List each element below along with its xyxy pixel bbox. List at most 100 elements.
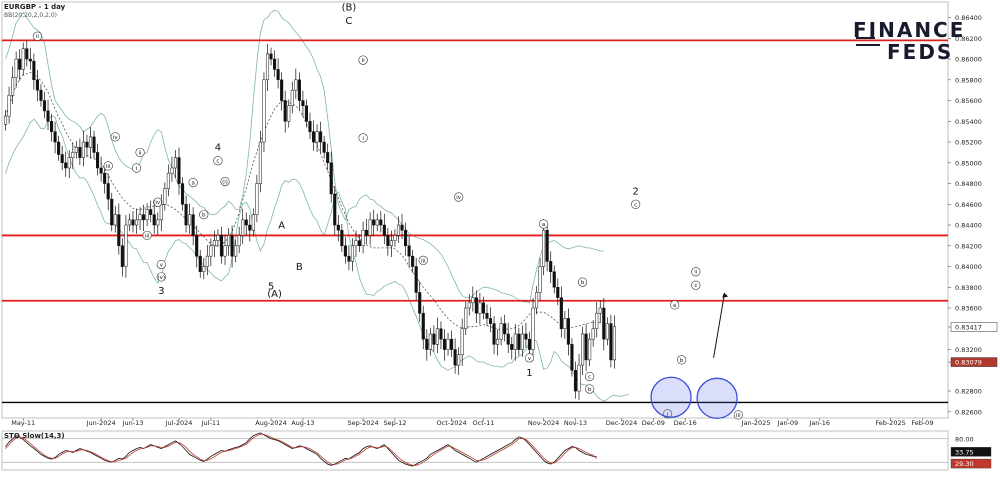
candle-body xyxy=(407,245,411,257)
candle-body xyxy=(234,245,238,257)
candle-body xyxy=(570,344,574,371)
candle-body xyxy=(219,235,224,257)
candle-body xyxy=(453,349,457,366)
wave-label: ii xyxy=(139,150,143,156)
wave-label: (i) xyxy=(222,179,228,185)
candle-body xyxy=(354,240,358,247)
candle-body xyxy=(25,48,29,60)
candle-body xyxy=(265,53,270,81)
candle-body xyxy=(191,214,195,236)
wave-label-circle xyxy=(669,300,680,310)
candle-body xyxy=(216,235,220,241)
candle-body xyxy=(304,105,308,122)
candle-body xyxy=(273,58,277,70)
candle-body xyxy=(612,326,616,361)
candle-body xyxy=(450,338,454,350)
wave-label-circle xyxy=(199,210,209,220)
wave-label-circle xyxy=(733,410,743,420)
candle-body xyxy=(106,183,110,200)
candle-body xyxy=(269,53,273,60)
wave-label: iii xyxy=(421,258,426,264)
y-tick-label: 0.85800 xyxy=(955,76,982,84)
candle-body xyxy=(127,219,131,226)
y-tick-label: 0.85400 xyxy=(955,118,982,126)
candle-body xyxy=(609,323,613,361)
candle-body xyxy=(3,115,8,125)
candle-body xyxy=(503,323,507,335)
y-tick-label: 0.86400 xyxy=(955,14,982,22)
candle-body xyxy=(311,131,316,143)
candle-body xyxy=(39,89,43,101)
candle-body xyxy=(255,183,259,215)
candle-body xyxy=(198,255,202,272)
candle-body xyxy=(581,333,585,366)
candle-body xyxy=(7,95,11,117)
y-tick-label: 0.83079 xyxy=(955,359,982,367)
candle-body xyxy=(602,307,606,340)
wave-label: A xyxy=(278,221,285,232)
wave-label-circle xyxy=(585,371,595,382)
candle-body xyxy=(262,79,266,143)
wave-label: b xyxy=(581,280,585,286)
bb-upper-line xyxy=(5,9,604,304)
candle-body xyxy=(103,172,107,184)
x-tick-label: Aug-2024 xyxy=(255,419,287,427)
candle-body xyxy=(336,224,340,231)
wave-label-circle xyxy=(691,267,701,277)
candle-body xyxy=(368,219,372,236)
y-tick-label: 0.84000 xyxy=(955,263,982,271)
candle-body xyxy=(227,235,231,247)
candle-body xyxy=(149,209,153,215)
candle-body xyxy=(365,229,369,236)
candle-body xyxy=(71,152,75,158)
candle-body xyxy=(96,152,100,169)
candle-body xyxy=(35,79,39,91)
candle-body xyxy=(559,297,563,330)
x-tick-label: Jan-16 xyxy=(808,419,830,427)
wave-label-circle xyxy=(577,277,588,287)
x-tick-label: Nov-2024 xyxy=(528,419,559,427)
y-tick-label: 0.83800 xyxy=(955,284,982,292)
candle-body xyxy=(113,214,117,226)
y-tick-label: 0.84800 xyxy=(955,180,982,188)
candle-body xyxy=(81,141,85,158)
candle-body xyxy=(205,255,209,267)
candle-body xyxy=(386,235,390,247)
wave-label: b xyxy=(680,358,684,364)
candle-body xyxy=(88,136,93,148)
candle-body xyxy=(50,121,54,132)
candle-body xyxy=(591,328,595,340)
candle-body xyxy=(230,235,234,257)
candle-body xyxy=(379,219,383,226)
chart-title: EURGBP - 1 day xyxy=(4,3,66,11)
wave-label: c xyxy=(694,283,697,289)
candle-body xyxy=(542,229,546,267)
candle-body xyxy=(283,100,287,122)
candle-body xyxy=(471,297,475,304)
candle-body xyxy=(184,204,188,226)
wave-label: a xyxy=(673,303,676,309)
candle-body xyxy=(350,245,355,262)
candle-body xyxy=(404,229,408,247)
candle-body xyxy=(340,229,344,247)
wave-label: i xyxy=(136,166,138,172)
candle-body xyxy=(287,105,291,122)
candle-body xyxy=(605,323,609,340)
candle-body xyxy=(425,338,429,350)
wave-label-circle xyxy=(220,176,230,187)
wave-label-circle xyxy=(539,219,549,229)
candle-body xyxy=(46,110,50,122)
candle-body xyxy=(396,224,401,236)
candle-body xyxy=(499,323,503,340)
candle-body xyxy=(223,245,227,257)
candle-body xyxy=(488,318,493,324)
wave-label-circle xyxy=(103,161,113,171)
candle-body xyxy=(294,79,298,91)
x-tick-label: Dec-2024 xyxy=(606,419,637,427)
y-tick-label: 0.83200 xyxy=(955,346,982,354)
candle-body xyxy=(517,333,521,350)
candle-body xyxy=(163,188,167,205)
candle-body xyxy=(258,141,262,184)
candle-body xyxy=(18,58,22,70)
